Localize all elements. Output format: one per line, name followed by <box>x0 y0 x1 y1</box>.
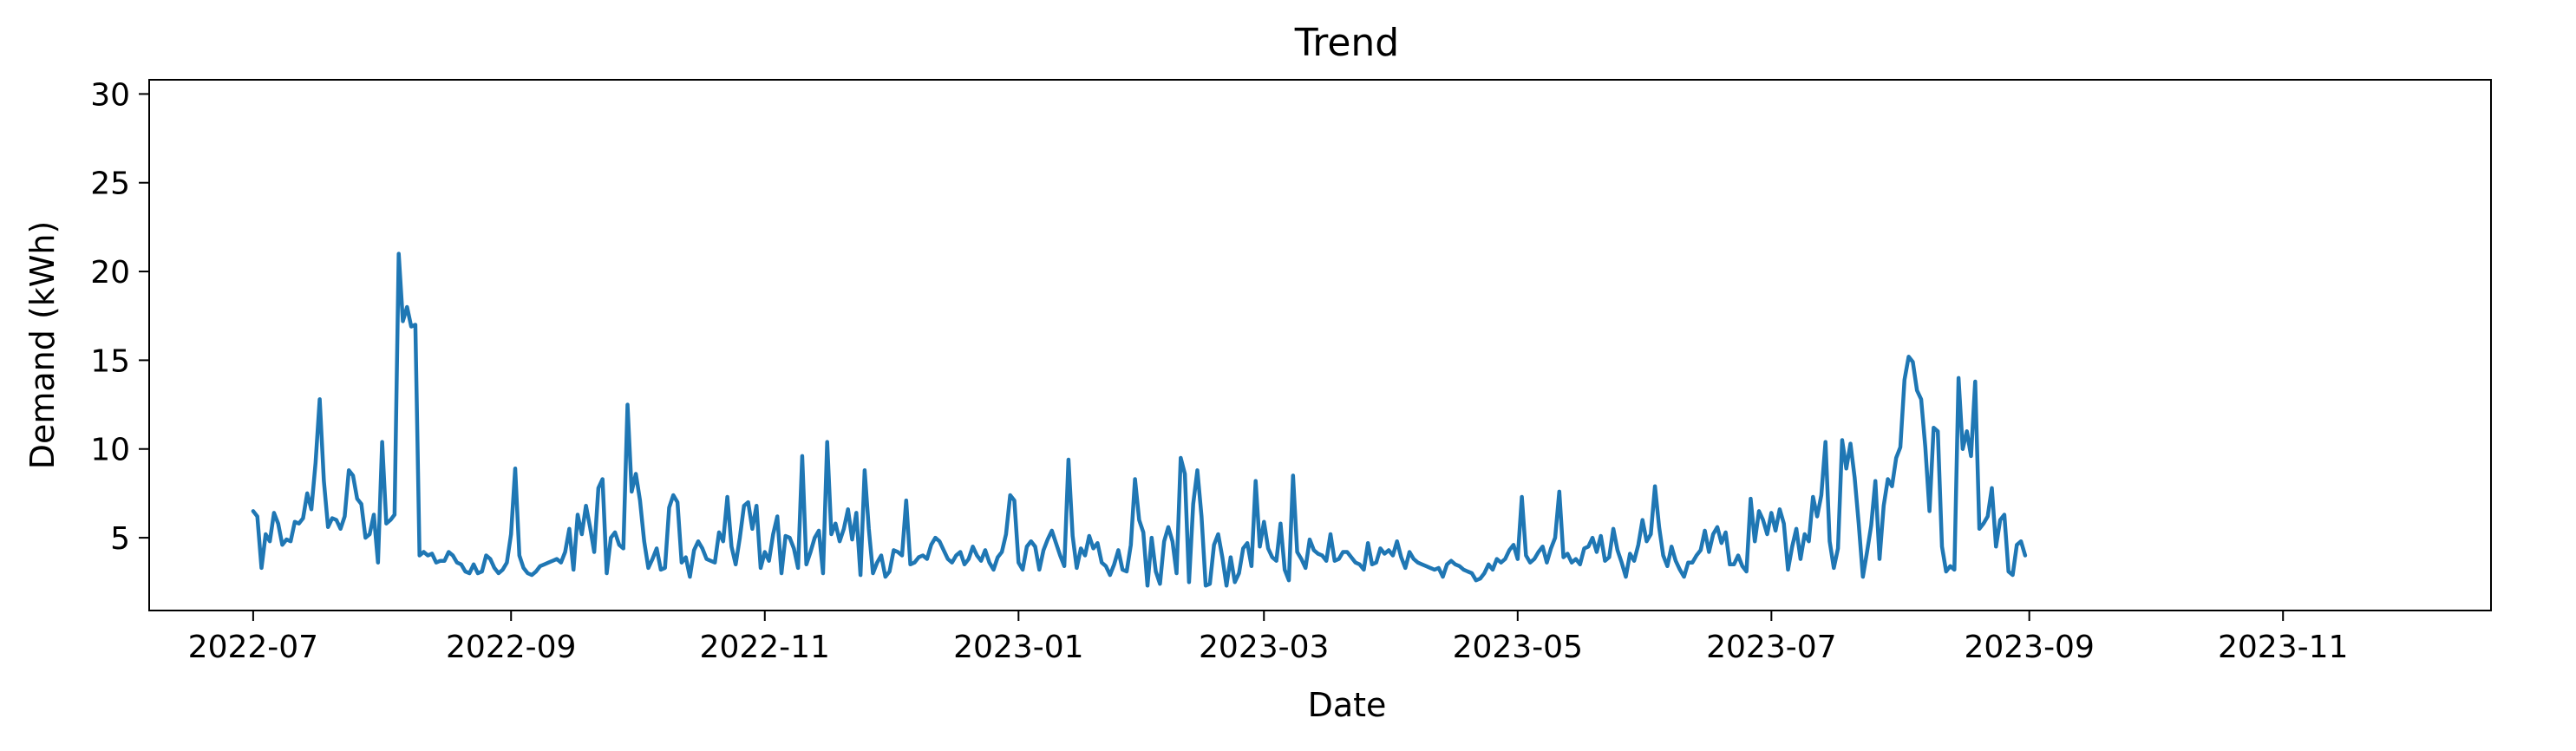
y-axis: 5 10 15 20 25 30 <box>90 77 149 557</box>
y-tick-label: 30 <box>90 77 130 113</box>
y-axis-label: Demand (kWh) <box>23 221 62 470</box>
x-axis-label: Date <box>1308 686 1387 724</box>
x-tick-label: 2023-01 <box>953 630 1083 665</box>
y-tick-label: 5 <box>110 521 130 557</box>
y-tick-label: 20 <box>90 255 130 291</box>
x-tick-label: 2022-09 <box>446 630 576 665</box>
x-tick-label: 2023-03 <box>1199 630 1329 665</box>
x-tick-label: 2023-07 <box>1706 630 1836 665</box>
y-tick-label: 10 <box>90 433 130 468</box>
x-axis: 2022-07 2022-09 2022-11 2023-01 2023-03 2023-… <box>188 611 2348 665</box>
x-tick-label: 2023-05 <box>1453 630 1583 665</box>
demand-series-line <box>251 251 2028 588</box>
x-tick-label: 2022-07 <box>188 630 318 665</box>
y-tick-label: 25 <box>90 167 130 202</box>
chart-title: Trend <box>1294 21 1399 65</box>
plot-area <box>148 79 2492 611</box>
plot-frame <box>148 79 2492 611</box>
x-tick-label: 2022-11 <box>700 630 830 665</box>
y-tick-label: 15 <box>90 343 130 379</box>
plot-background <box>149 80 2491 611</box>
x-tick-label: 2023-11 <box>2218 630 2348 665</box>
x-tick-label: 2023-09 <box>1964 630 2094 665</box>
